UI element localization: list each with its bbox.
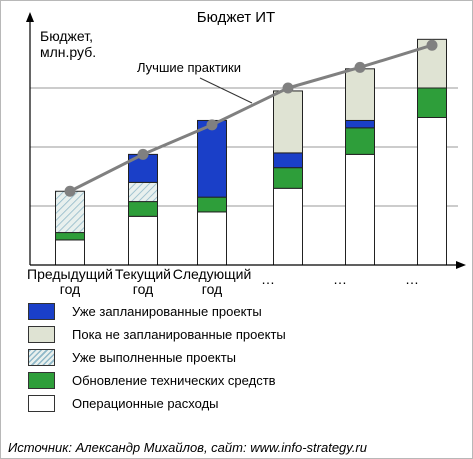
y-axis-label-line-2: млн.руб.	[40, 44, 96, 60]
best-practice-polyline	[69, 43, 433, 193]
bar-segment-hw	[273, 167, 303, 189]
chart-title: Бюджет ИТ	[197, 9, 275, 26]
category-label: Следующий	[173, 266, 252, 282]
y-axis-label-line-1: Бюджет,	[40, 28, 93, 44]
best-practice-point	[64, 185, 76, 197]
axes	[26, 12, 466, 269]
legend-swatch-ops	[28, 395, 55, 412]
best-practice-point	[426, 39, 438, 51]
legend-label-unplanned: Пока не запланированные проекты	[72, 327, 286, 342]
legend-item-ops: Операционные расходы	[28, 395, 448, 418]
legend: Уже запланированные проекты Пока не запла…	[28, 303, 448, 418]
bar-stack-1	[55, 190, 85, 266]
bar-stack-3	[197, 119, 227, 266]
bar-segment-hw	[345, 127, 375, 155]
bar-segment-ops	[55, 239, 85, 266]
category-label: год	[202, 281, 222, 297]
annotation-leader	[199, 77, 253, 104]
best-practice-label: Лучшие практики	[137, 60, 241, 75]
category-label: Предыдущий	[27, 266, 113, 282]
legend-swatch-planned	[28, 303, 55, 320]
bar-segment-ops	[128, 215, 158, 266]
bar-segment-hw	[197, 196, 227, 213]
category-labels: ПредыдущийгодТекущийгодСледующийгод………	[27, 266, 419, 297]
bars	[55, 38, 447, 266]
source-note: Источник: Александр Михайлов, сайт: www.…	[8, 440, 367, 455]
bar-segment-hw	[55, 232, 85, 241]
gridlines	[30, 87, 458, 207]
bar-segment-planned	[197, 119, 227, 198]
budget-chart: Бюджет ИТ Бюджет, млн.руб. Лучшие практи…	[26, 9, 466, 297]
bar-segment-unplanned	[345, 68, 375, 121]
bar-segment-planned	[345, 119, 375, 129]
legend-label-ops: Операционные расходы	[72, 396, 219, 411]
category-label: Текущий	[115, 266, 171, 282]
legend-label-done: Уже выполненные проекты	[72, 350, 236, 365]
bar-segment-unplanned	[273, 90, 303, 154]
legend-item-planned: Уже запланированные проекты	[28, 303, 448, 326]
legend-label-planned: Уже запланированные проекты	[72, 304, 262, 319]
category-label: …	[405, 271, 419, 287]
best-practice-point	[137, 148, 149, 160]
bar-stack-4	[273, 90, 303, 266]
legend-swatch-hw	[28, 372, 55, 389]
best-practice-point	[354, 61, 366, 73]
bar-stack-2	[128, 153, 158, 266]
bar-stack-6	[417, 38, 447, 266]
y-axis-arrow-icon	[26, 12, 34, 22]
best-practice-line	[64, 39, 438, 197]
category-label: год	[133, 281, 153, 297]
category-label: …	[333, 271, 347, 287]
legend-item-unplanned: Пока не запланированные проекты	[28, 326, 448, 349]
bar-segment-ops	[345, 153, 375, 266]
legend-swatch-unplanned	[28, 326, 55, 343]
bar-segment-ops	[273, 187, 303, 266]
bar-segment-done	[128, 181, 158, 203]
legend-swatch-done	[28, 349, 55, 366]
category-label: …	[261, 271, 275, 287]
x-axis-arrow-icon	[456, 261, 466, 269]
legend-item-hw: Обновление технических средств	[28, 372, 448, 395]
legend-item-done: Уже выполненные проекты	[28, 349, 448, 372]
bar-segment-done	[55, 190, 85, 234]
bar-segment-hw	[128, 201, 158, 217]
best-practice-point	[282, 82, 294, 94]
bar-segment-ops	[417, 117, 447, 266]
bar-segment-hw	[417, 87, 447, 118]
bar-stack-5	[345, 68, 375, 266]
legend-label-hw: Обновление технических средств	[72, 373, 276, 388]
category-label: год	[60, 281, 80, 297]
bar-segment-ops	[197, 211, 227, 266]
bar-segment-planned	[273, 152, 303, 169]
best-practice-point	[206, 119, 218, 131]
